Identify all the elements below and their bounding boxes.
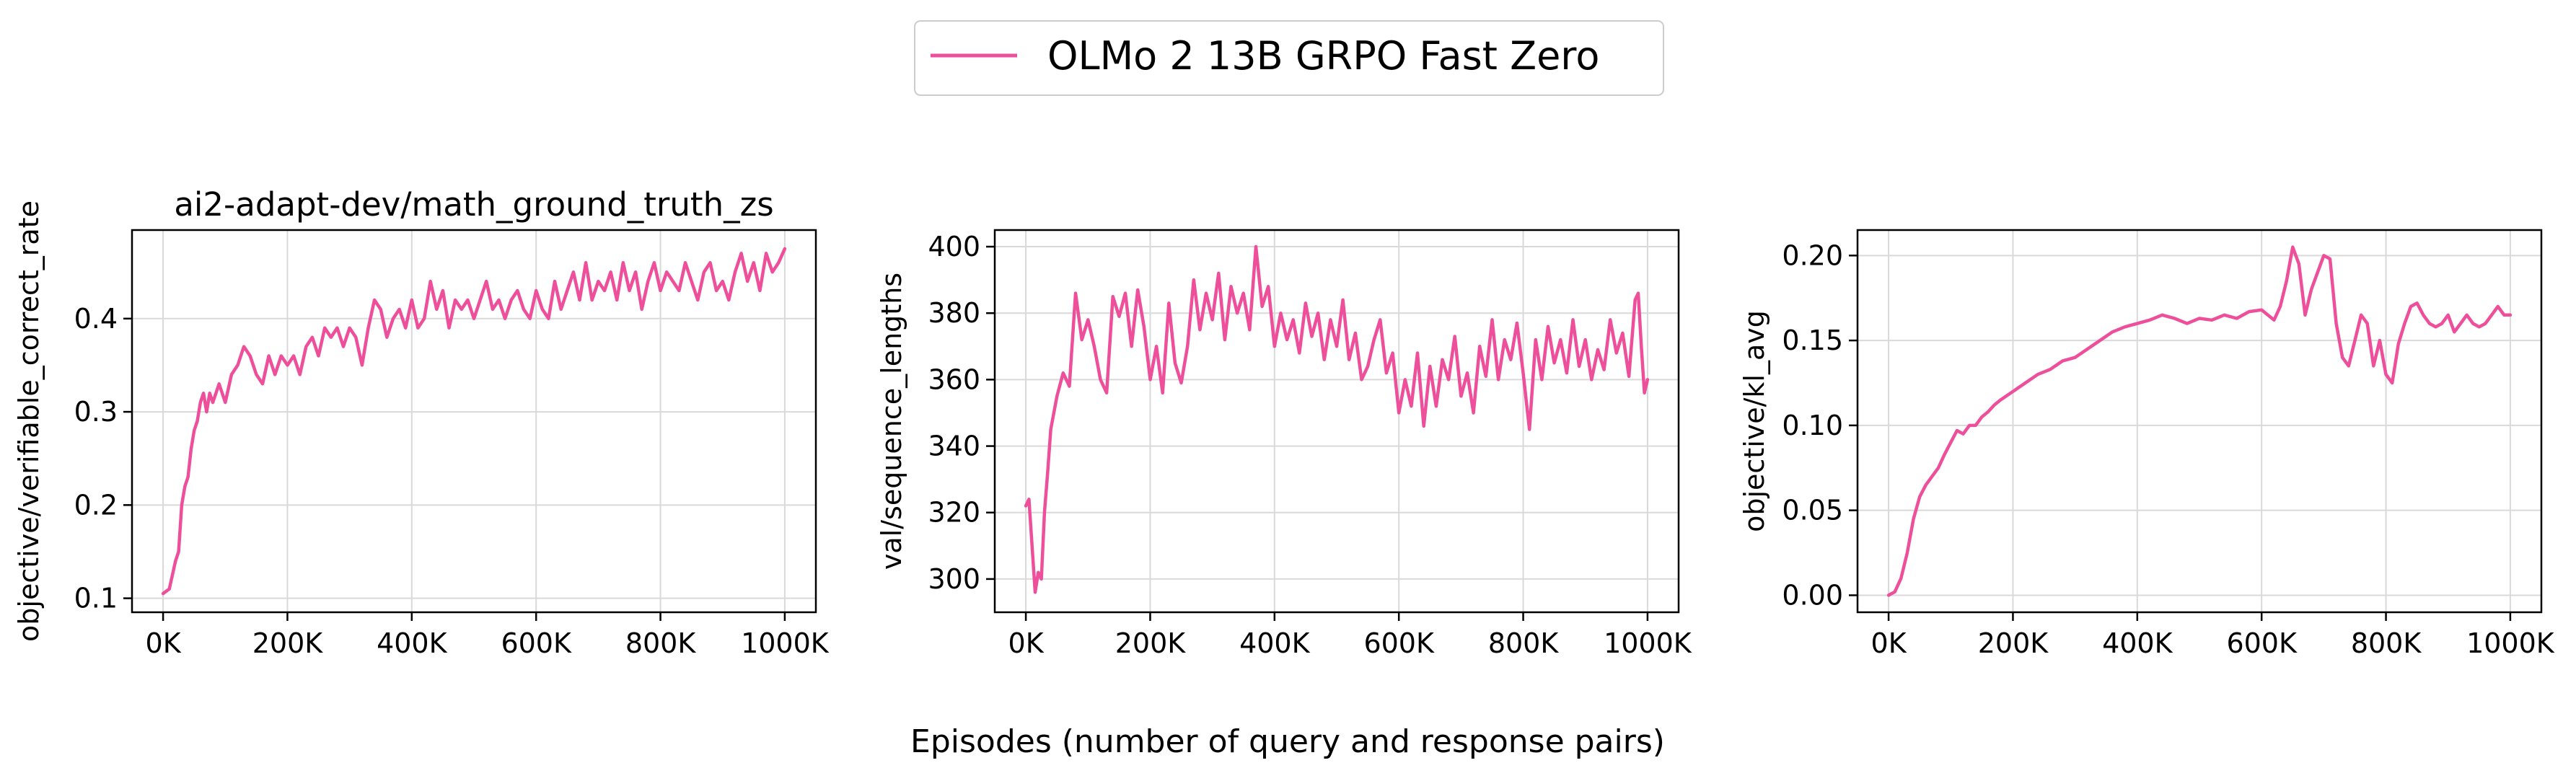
x-tick-label: 400K bbox=[377, 627, 448, 659]
y-axis-label: objective/verifiable_correct_rate bbox=[13, 200, 45, 642]
x-tick-label: 400K bbox=[2102, 627, 2173, 659]
x-tick-label: 800K bbox=[625, 627, 697, 659]
axes-frame bbox=[1856, 229, 2543, 614]
plot-kl-avg: 0K 200K 400K 600K 800K 1000K 0.00 0.05 0.10 0.15 0… bbox=[1738, 229, 2555, 659]
x-tick-label: 1000K bbox=[2466, 627, 2555, 659]
y-tick-label: 320 bbox=[928, 497, 980, 529]
x-tick-label: 1000K bbox=[1604, 627, 1692, 659]
axes-frame bbox=[993, 229, 1680, 614]
x-tick-label: 400K bbox=[1239, 627, 1311, 659]
x-tick-label: 200K bbox=[1115, 627, 1187, 659]
figure-xlabel: Episodes (number of query and response p… bbox=[910, 723, 1665, 760]
legend-label: OLMo 2 13B GRPO Fast Zero bbox=[1047, 33, 1599, 79]
y-tick-label: 380 bbox=[928, 297, 980, 329]
legend: OLMo 2 13B GRPO Fast Zero bbox=[914, 20, 1664, 96]
y-tick-label: 0.10 bbox=[1782, 410, 1843, 441]
series-line bbox=[1886, 245, 2513, 597]
y-tick-label: 0.00 bbox=[1782, 579, 1843, 611]
y-tick-label: 0.1 bbox=[74, 583, 118, 614]
y-tick-label: 340 bbox=[928, 431, 980, 462]
y-axis-label: objective/kl_avg bbox=[1738, 310, 1770, 532]
x-tick-label: 0K bbox=[146, 627, 182, 659]
y-tick-label: 0.2 bbox=[74, 489, 118, 521]
y-tick-label: 0.3 bbox=[74, 396, 118, 428]
y-tick-label: 400 bbox=[928, 231, 980, 262]
y-tick-label: 0.4 bbox=[74, 303, 118, 335]
series-line bbox=[161, 247, 787, 596]
y-tick-label: 0.20 bbox=[1782, 239, 1843, 271]
subplot-title: ai2-adapt-dev/math_ground_truth_zs bbox=[174, 185, 773, 224]
axes-frame bbox=[131, 229, 817, 614]
series-line bbox=[1024, 244, 1650, 594]
plot-correct-rate: 0K 200K 400K 600K 800K 1000K 0.1 0.2 0.3 0.4 objec… bbox=[13, 185, 830, 659]
y-tick-label: 300 bbox=[928, 563, 980, 595]
plot-sequence-lengths: 0K 200K 400K 600K 800K 1000K 300 320 340 360 380 40… bbox=[876, 229, 1692, 659]
x-tick-label: 0K bbox=[1871, 627, 1907, 659]
y-tick-label: 0.05 bbox=[1782, 495, 1843, 526]
x-tick-label: 800K bbox=[2351, 627, 2422, 659]
legend-box bbox=[914, 20, 1664, 96]
x-tick-label: 800K bbox=[1488, 627, 1560, 659]
x-tick-label: 200K bbox=[252, 627, 324, 659]
x-tick-label: 0K bbox=[1008, 627, 1045, 659]
x-tick-label: 600K bbox=[1363, 627, 1435, 659]
x-tick-label: 1000K bbox=[741, 627, 830, 659]
x-tick-label: 200K bbox=[1978, 627, 2049, 659]
x-tick-label: 600K bbox=[501, 627, 572, 659]
y-tick-label: 360 bbox=[928, 363, 980, 395]
y-axis-label: val/sequence_lengths bbox=[876, 273, 907, 570]
y-tick-label: 0.15 bbox=[1782, 325, 1843, 356]
x-tick-label: 600K bbox=[2226, 627, 2298, 659]
